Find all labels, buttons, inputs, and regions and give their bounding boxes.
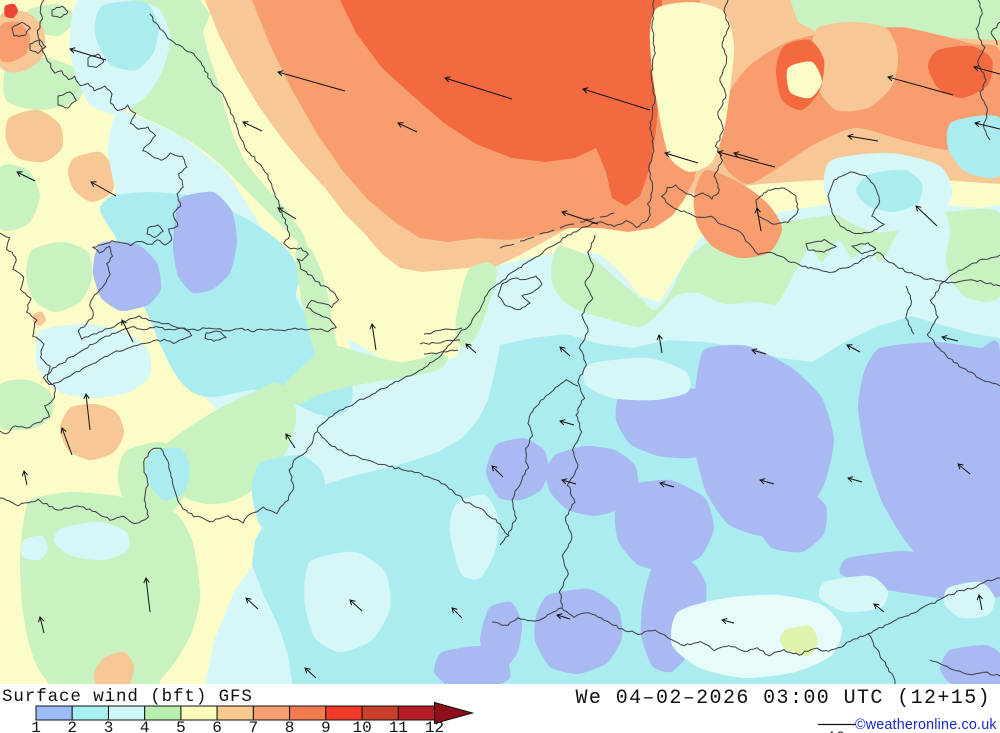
svg-text:10: 10	[827, 730, 845, 733]
svg-text:10: 10	[352, 719, 371, 733]
svg-text:7: 7	[249, 719, 259, 733]
svg-text:9: 9	[321, 719, 331, 733]
svg-text:©weatheronline.co.uk: ©weatheronline.co.uk	[855, 717, 997, 733]
svg-text:11: 11	[389, 719, 408, 733]
svg-text:4: 4	[140, 719, 150, 733]
svg-text:6: 6	[212, 719, 222, 733]
svg-text:2: 2	[67, 719, 77, 733]
svg-text:We 04–02–2026 03:00 UTC (12+15: We 04–02–2026 03:00 UTC (12+15)	[576, 687, 991, 710]
svg-text:5: 5	[176, 719, 186, 733]
svg-text:1: 1	[31, 719, 41, 733]
svg-text:3: 3	[104, 719, 114, 733]
svg-text:12: 12	[425, 719, 444, 733]
svg-text:8: 8	[285, 719, 295, 733]
svg-text:Surface wind (bft) GFS: Surface wind (bft) GFS	[2, 687, 253, 707]
